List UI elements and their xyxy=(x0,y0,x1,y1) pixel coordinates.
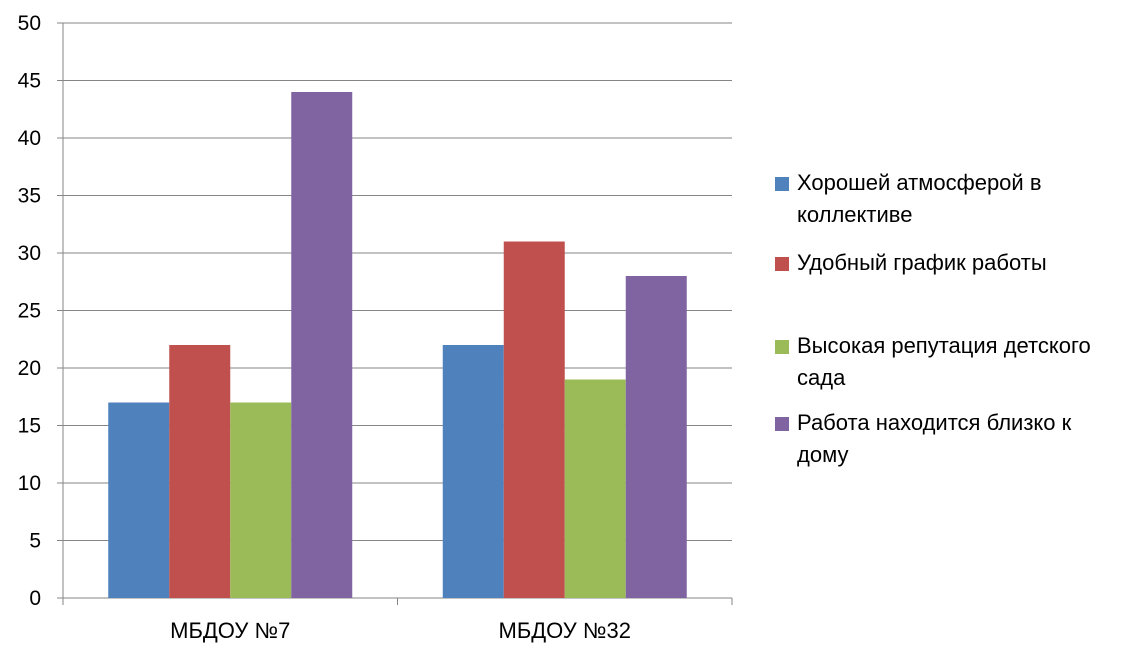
y-tick-label: 10 xyxy=(18,472,41,495)
bar xyxy=(564,379,626,598)
legend-label: Работа находится близко к дому xyxy=(797,410,1072,467)
y-tick-label: 45 xyxy=(18,70,41,93)
bar xyxy=(108,402,170,598)
legend-swatch xyxy=(775,340,789,354)
y-tick-label: 40 xyxy=(18,127,41,150)
y-tick-label: 25 xyxy=(18,300,41,323)
bar xyxy=(503,241,565,598)
legend-swatch xyxy=(775,417,789,431)
y-tick-label: 15 xyxy=(18,415,41,438)
y-tick-label: 5 xyxy=(29,530,41,553)
y-tick-label: 30 xyxy=(18,242,41,265)
legend-item: Высокая репутация детского сада xyxy=(775,333,1091,390)
bar xyxy=(169,345,231,598)
y-tick-label: 35 xyxy=(18,185,41,208)
bar xyxy=(442,345,504,598)
legend-label: Удобный график работы xyxy=(797,250,1047,275)
legend-item: Работа находится близко к дому xyxy=(775,410,1072,467)
x-category-label: МБДОУ №7 xyxy=(170,618,290,643)
x-category-label: МБДОУ №32 xyxy=(499,618,631,643)
bar xyxy=(291,92,353,598)
y-tick-label: 0 xyxy=(29,587,41,610)
legend-swatch xyxy=(775,177,789,191)
y-tick-label: 50 xyxy=(18,12,41,35)
legend-item: Удобный график работы xyxy=(775,250,1047,275)
bar xyxy=(230,402,292,598)
legend-label: Высокая репутация детского сада xyxy=(797,333,1091,390)
y-tick-label: 20 xyxy=(18,357,41,380)
legend-item: Хорошей атмосферой в коллективе xyxy=(775,170,1042,227)
legend-label: Хорошей атмосферой в коллективе xyxy=(797,170,1042,227)
bar xyxy=(625,276,687,598)
legend-swatch xyxy=(775,257,789,271)
